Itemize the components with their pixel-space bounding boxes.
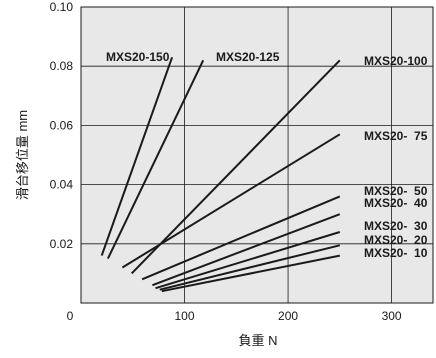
y-tick-label: 0.10: [50, 0, 74, 14]
series-line-mxs20-100: [130, 59, 341, 275]
label-mxs20-125: MXS20-125: [216, 50, 280, 64]
series-line-mxs20-75: [121, 133, 341, 269]
series-line-mxs20-20: [159, 244, 341, 291]
y-tick-label: 0.08: [50, 59, 74, 73]
x-tick-label: 300: [382, 309, 402, 323]
y-axis-ticks: 0.02 0.04 0.06 0.08 0.10: [50, 0, 74, 251]
label-mxs20-50: MXS20- 50: [364, 184, 428, 198]
label-mxs20-150: MXS20-150: [106, 50, 170, 64]
label-mxs20-30: MXS20- 30: [364, 219, 428, 233]
x-tick-label: 0: [67, 309, 74, 323]
label-mxs20-10: MXS20- 10: [364, 246, 428, 260]
plot-frame: [80, 6, 434, 304]
series-line-mxs20-10: [161, 254, 340, 293]
label-mxs20-40: MXS20- 40: [364, 196, 428, 210]
y-axis-label: 滑台移位量 mm: [15, 110, 30, 200]
label-mxs20-20: MXS20- 20: [364, 233, 428, 247]
x-axis-ticks: 0 100 200 300: [67, 309, 402, 323]
x-tick-label: 100: [175, 309, 195, 323]
series-line-mxs20-150: [100, 56, 174, 256]
label-mxs20-100: MXS20-100: [364, 54, 428, 68]
y-tick-label: 0.04: [50, 178, 74, 192]
series-line-mxs20-30: [155, 231, 341, 290]
series-line-mxs20-50: [141, 195, 341, 281]
series-line-mxs20-40: [152, 213, 341, 287]
series-labels: MXS20-150 MXS20-125 MXS20-100 MXS20- 75 …: [106, 50, 428, 260]
plot-area: [81, 7, 433, 303]
x-axis-label: 負重 N: [238, 333, 277, 348]
series-lines: [100, 56, 341, 293]
y-tick-label: 0.02: [50, 237, 74, 251]
x-tick-label: 200: [278, 309, 298, 323]
series-line-mxs20-125: [106, 59, 205, 260]
label-mxs20-75: MXS20- 75: [364, 129, 428, 143]
y-tick-label: 0.06: [50, 118, 74, 132]
